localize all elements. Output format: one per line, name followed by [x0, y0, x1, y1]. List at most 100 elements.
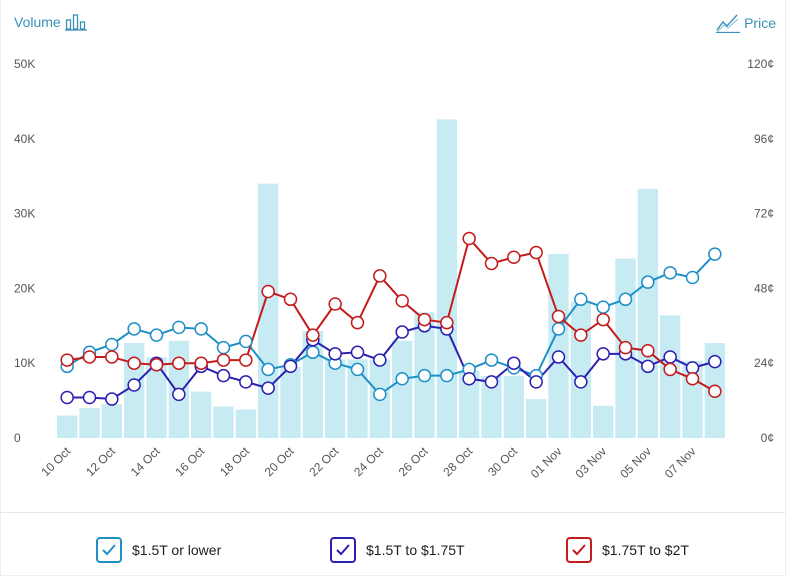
- series-3-point: [216, 353, 231, 367]
- volume-tick-label: 0: [14, 431, 21, 445]
- volume-tick-label: 20K: [14, 281, 35, 295]
- legend-label: $1.5T to $1.75T: [366, 542, 465, 558]
- x-tick-label: 18 Oct: [217, 444, 252, 479]
- series-3-point: [60, 353, 74, 367]
- volume-bar: [526, 399, 547, 438]
- series-3-point: [529, 245, 543, 260]
- series-2-point: [484, 375, 499, 389]
- series-1-point: [440, 368, 454, 383]
- x-tick-label: 16 Oct: [172, 444, 207, 479]
- series-3-point: [172, 356, 186, 370]
- series-2-point: [462, 372, 476, 386]
- line-chart-icon: [716, 14, 741, 33]
- series-3-point: [194, 356, 208, 370]
- volume-bar: [191, 391, 212, 438]
- series-1-point: [105, 337, 119, 352]
- x-tick-label: 30 Oct: [485, 444, 520, 479]
- legend-item-series-1[interactable]: $1.5T or lower: [96, 537, 221, 563]
- volume-tick-label: 10K: [14, 356, 35, 370]
- series-1-point: [261, 362, 275, 377]
- x-tick-label: 14 Oct: [128, 444, 163, 479]
- volume-bar: [146, 357, 167, 438]
- volume-bar: [481, 375, 502, 438]
- volume-bar: [570, 301, 591, 438]
- series-1-point: [663, 266, 677, 280]
- volume-axis-header: Volume: [14, 13, 87, 31]
- x-tick-label: 26 Oct: [396, 444, 431, 479]
- volume-bar: [660, 315, 681, 438]
- volume-bar: [280, 366, 301, 438]
- chart-canvas: 0 10K 20K 30K 40K 50K 0¢ 24¢ 48¢ 72¢ 96¢ 120¢ 10 Oct…: [14, 57, 774, 481]
- checkbox-icon[interactable]: [96, 537, 122, 563]
- volume-bar: [392, 340, 413, 438]
- series-1-point: [395, 372, 409, 386]
- volume-bar: [347, 359, 368, 438]
- series-2-point: [373, 353, 387, 367]
- series-3-point: [373, 269, 387, 283]
- series-3-point: [663, 362, 677, 377]
- x-tick-label: 10 Oct: [38, 444, 73, 479]
- series-1-point: [216, 340, 231, 355]
- series-1-point: [551, 322, 566, 336]
- series-3-point: [149, 358, 164, 372]
- series-3-point: [239, 353, 253, 367]
- volume-bar: [503, 375, 524, 438]
- x-tick-label: 28 Oct: [440, 444, 475, 479]
- series-3-point: [574, 328, 588, 342]
- series-2-point: [216, 368, 231, 383]
- series-1-point: [149, 328, 164, 342]
- volume-bar: [593, 405, 614, 438]
- volume-bar: [436, 119, 457, 439]
- x-tick-label: 05 Nov: [617, 444, 654, 481]
- price-axis-header: Price: [716, 13, 776, 33]
- series-3-point: [507, 250, 521, 264]
- series-2-point: [350, 345, 365, 360]
- price-tick-label: 0¢: [761, 431, 774, 445]
- volume-bar: [459, 370, 480, 438]
- volume-bar: [213, 406, 234, 438]
- checkbox-icon[interactable]: [566, 537, 592, 563]
- series-3-point: [283, 292, 298, 307]
- volume-bar: [235, 409, 256, 438]
- series-2-point: [529, 375, 543, 389]
- price-tick-label: 48¢: [754, 281, 774, 295]
- series-1-point: [574, 292, 588, 307]
- series-3-point: [82, 350, 97, 364]
- volume-bar: [637, 188, 658, 438]
- legend: $1.5T or lower $1.5T to $1.75T $1.75T to…: [0, 512, 786, 577]
- legend-item-series-2[interactable]: $1.5T to $1.75T: [330, 537, 465, 563]
- legend-label: $1.75T to $2T: [602, 542, 689, 558]
- series-2-point: [127, 378, 141, 392]
- series-2-point: [328, 347, 342, 361]
- legend-item-series-3[interactable]: $1.75T to $2T: [566, 537, 689, 563]
- price-tick-label: 120¢: [747, 57, 774, 71]
- series-2-point: [105, 392, 119, 406]
- series-1-point: [417, 368, 432, 383]
- series-2-point: [283, 359, 298, 374]
- series-2-point: [551, 350, 566, 364]
- volume-bar: [57, 415, 78, 438]
- checkbox-icon[interactable]: [330, 537, 356, 563]
- legend-label: $1.5T or lower: [132, 542, 222, 558]
- series-2-point: [596, 347, 610, 361]
- price-tick-label: 72¢: [754, 207, 774, 221]
- x-tick-label: 01 Nov: [528, 444, 565, 481]
- series-2-point: [663, 350, 677, 364]
- series-3-point: [462, 231, 476, 246]
- series-1-point: [596, 300, 610, 314]
- series-1-point: [708, 247, 722, 261]
- x-tick-label: 03 Nov: [572, 444, 609, 481]
- series-1-point: [641, 275, 655, 289]
- series-3-point: [440, 315, 454, 330]
- series-3-point: [708, 384, 722, 398]
- series-1-point: [306, 345, 320, 360]
- volume-tick-label: 30K: [14, 207, 35, 221]
- series-3-point: [306, 328, 320, 342]
- x-tick-label: 12 Oct: [83, 444, 118, 479]
- volume-bar: [79, 408, 100, 438]
- series-3-point: [596, 312, 610, 327]
- series-2-point: [82, 390, 97, 405]
- series-2-point: [708, 354, 722, 369]
- volume-bar: [325, 359, 346, 438]
